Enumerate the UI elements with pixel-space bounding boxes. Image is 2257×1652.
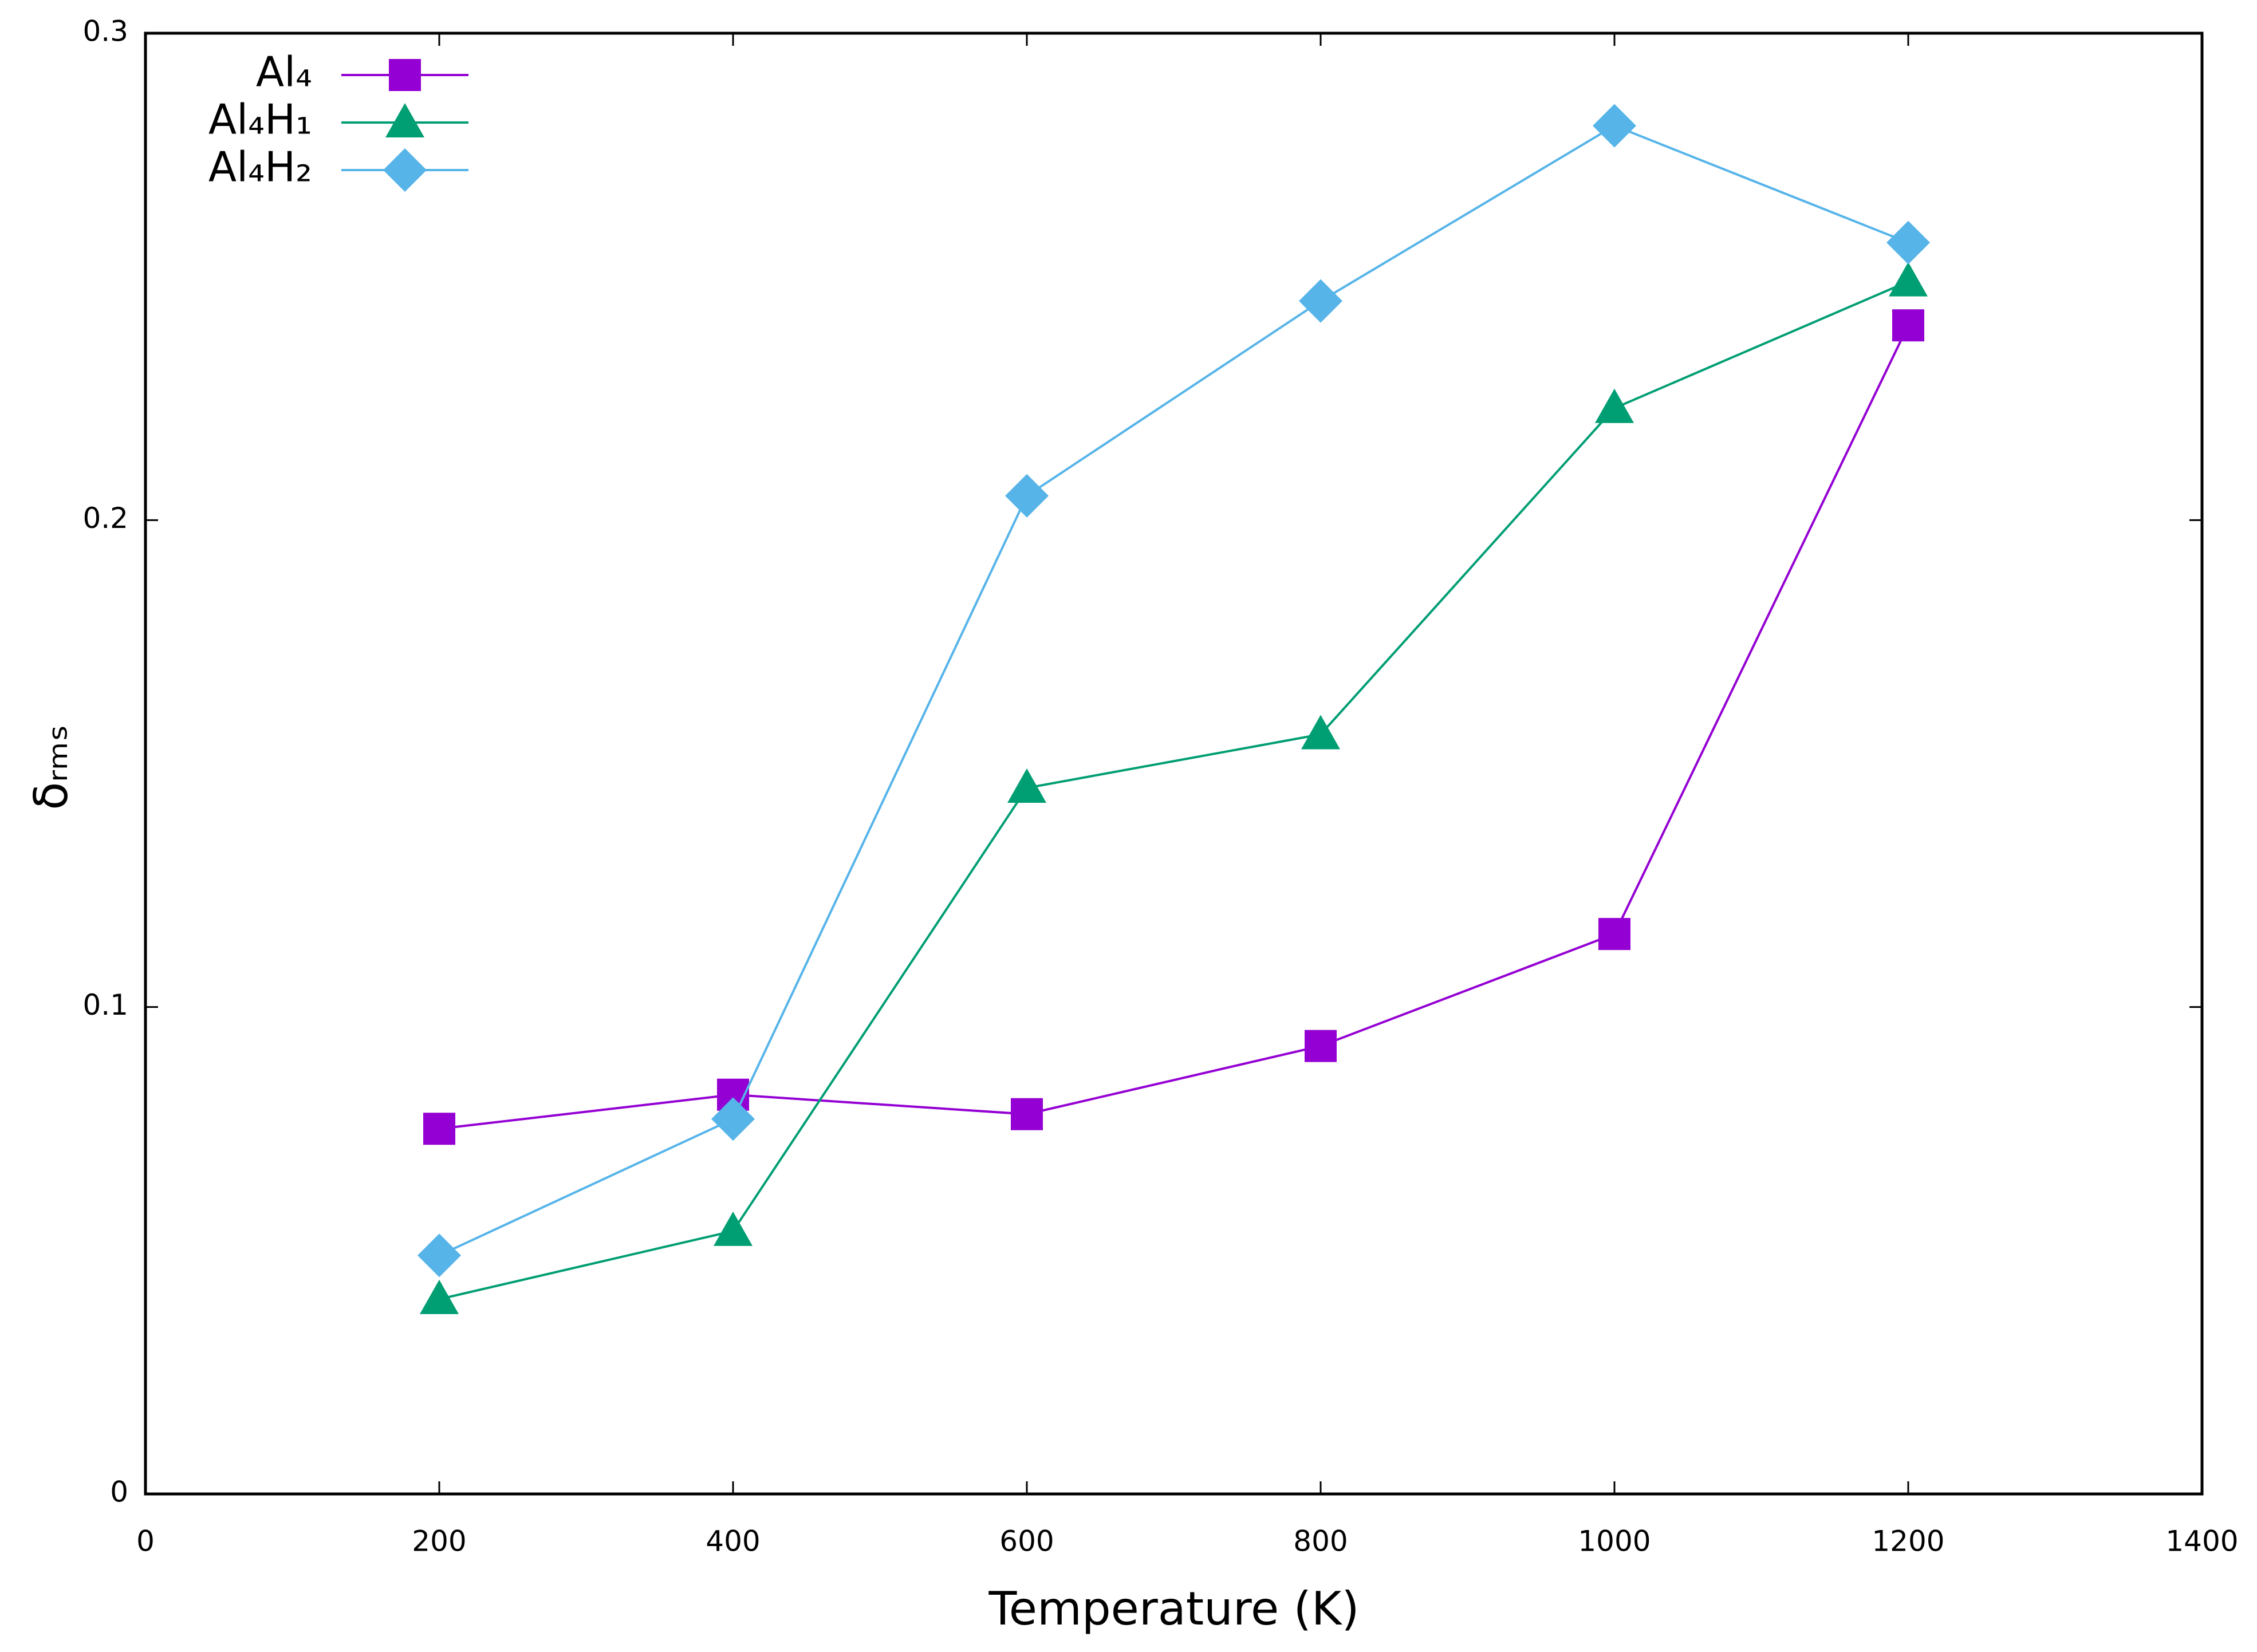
data-point: [417, 1233, 461, 1278]
y-tick-label: 0.2: [82, 502, 128, 535]
data-point: [423, 1113, 455, 1145]
x-tick-label: 0: [136, 1525, 155, 1558]
x-tick-label: 1000: [1578, 1525, 1651, 1558]
data-point: [1301, 715, 1340, 750]
y-tick-label: 0.1: [82, 988, 128, 1022]
x-tick-label: 1400: [2165, 1525, 2238, 1558]
x-tick-label: 1200: [1872, 1525, 1944, 1558]
legend-label: Al₄H₂: [208, 143, 312, 191]
x-tick-label: 400: [706, 1525, 760, 1558]
data-point: [1007, 768, 1046, 803]
data-point: [1892, 309, 1924, 342]
x-tick-label: 200: [412, 1525, 466, 1558]
legend-marker: [389, 59, 421, 91]
x-tick-label: 600: [999, 1525, 1054, 1558]
legend-marker: [385, 103, 424, 137]
data-point: [1005, 474, 1049, 518]
y-tick-label: 0: [110, 1476, 128, 1509]
data-point: [1886, 220, 1930, 265]
data-point: [420, 1279, 459, 1314]
data-point: [1595, 388, 1634, 423]
legend-label: Al₄H₁: [208, 96, 312, 144]
data-point: [1011, 1098, 1043, 1130]
series-line: [439, 280, 1909, 1300]
legend-label: Al₄: [256, 48, 312, 96]
y-axis-label: δᵣₘₛ: [25, 724, 78, 810]
series-line: [439, 124, 1909, 1257]
data-point: [1593, 104, 1636, 148]
data-point: [714, 1211, 753, 1246]
y-tick-label: 0.3: [82, 15, 128, 48]
x-axis-label: Temperature (K): [988, 1582, 1359, 1635]
data-point: [711, 1097, 755, 1141]
data-point: [1305, 1030, 1337, 1062]
legend-marker: [383, 148, 427, 192]
data-point: [1598, 918, 1630, 951]
series-line: [439, 325, 1909, 1130]
data-point: [1889, 262, 1928, 297]
plot-frame: [144, 31, 2204, 1496]
data-point: [1299, 279, 1342, 323]
x-tick-label: 800: [1293, 1525, 1348, 1558]
